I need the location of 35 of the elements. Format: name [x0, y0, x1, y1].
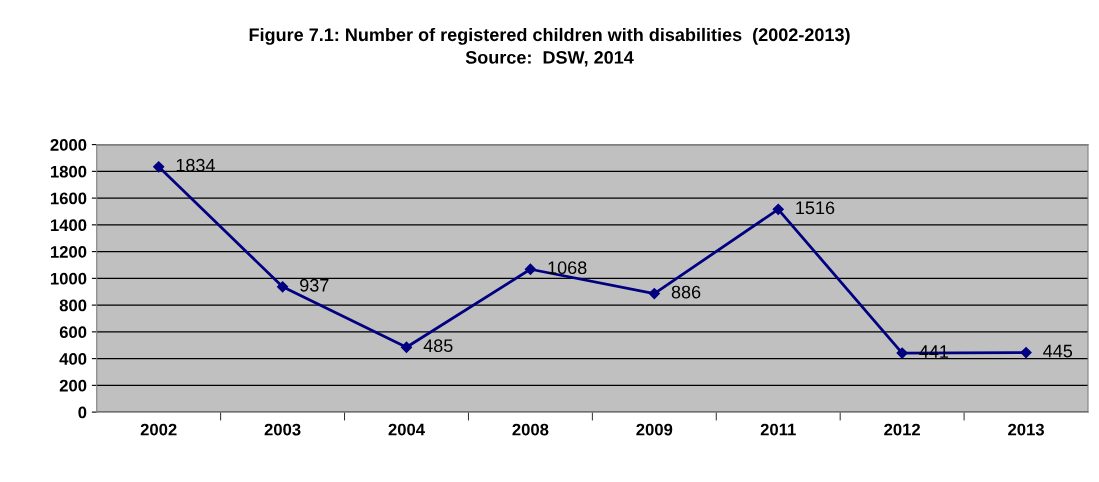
x-tick-label: 2009 [636, 423, 673, 436]
point [772, 203, 784, 215]
y-tick-label: 400 [59, 353, 87, 365]
y-tick-label: 1400 [50, 219, 87, 232]
y-tick-label: 200 [59, 379, 87, 392]
data-label: 1068 [548, 261, 587, 275]
chart-title: Figure 7.1: Number of registered children with disabilities (2002-2013) [249, 27, 850, 45]
y-tick-label: 0 [78, 406, 87, 419]
point [648, 287, 660, 300]
y-tick-label: 2000 [50, 139, 87, 151]
data-label: 485 [423, 339, 453, 353]
x-tick-label: 2011 [760, 423, 796, 436]
data-label: 886 [671, 285, 701, 299]
point [1020, 346, 1032, 359]
chart-subtitle: Source: DSW, 2014 [465, 51, 634, 67]
x-tick-label: 2013 [1008, 423, 1044, 436]
x-tick-label: 2012 [884, 423, 921, 436]
point [153, 161, 165, 173]
data-label: 1516 [796, 201, 835, 215]
point [524, 263, 537, 275]
data-label: 445 [1043, 344, 1073, 358]
y-tick-label: 1600 [50, 192, 87, 205]
data-label: 937 [300, 278, 329, 292]
x-tick-label: 2004 [388, 423, 425, 436]
point [276, 281, 289, 293]
point [896, 347, 908, 359]
x-tick-label: 2008 [512, 423, 549, 436]
x-tick-label: 2002 [140, 423, 177, 436]
y-tick-label: 600 [59, 326, 87, 339]
x-tick-label: 2003 [264, 423, 301, 436]
y-tick-label: 1800 [50, 165, 87, 178]
y-tick-label: 1000 [50, 272, 87, 285]
point [400, 341, 413, 353]
y-tick-label: 800 [59, 299, 87, 312]
y-tick-label: 1200 [50, 246, 87, 258]
